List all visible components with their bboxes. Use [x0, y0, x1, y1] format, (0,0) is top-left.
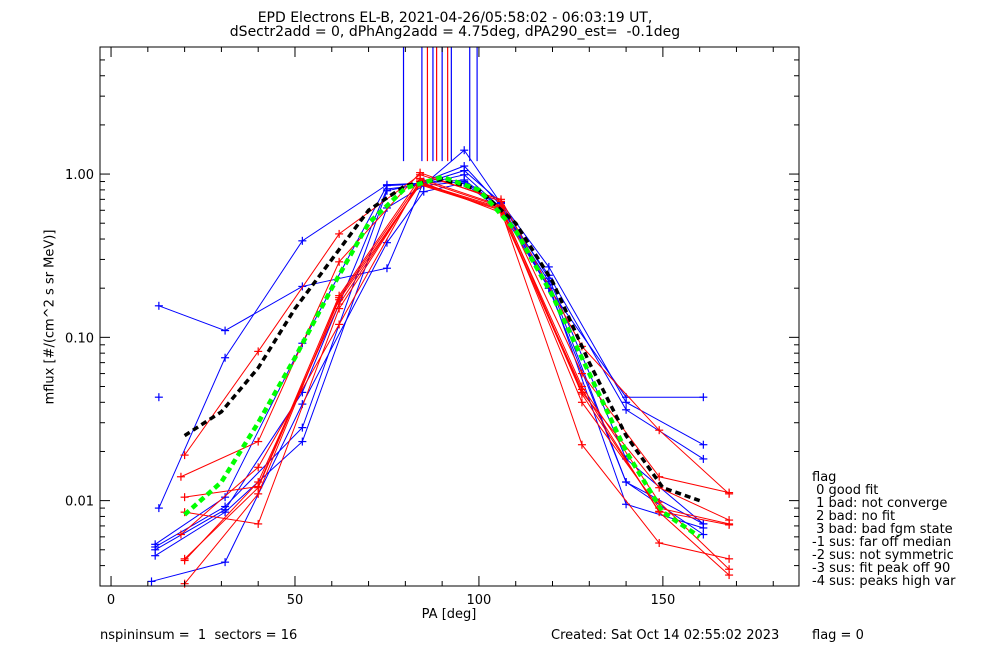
data-point-blue [154, 301, 163, 310]
data-point-red [176, 530, 185, 539]
y-axis-label: mflux [#/(cm^2 s sr MeV)] [42, 229, 58, 405]
footer-spin-info: nspininsum = 1 sectors = 16 [100, 628, 298, 643]
data-point-red [176, 472, 185, 481]
series-line-red [184, 182, 730, 525]
data-point-red [577, 389, 586, 398]
data-point-red [725, 554, 734, 563]
data-point-blue [298, 423, 307, 432]
data-point-blue [221, 558, 230, 567]
data-point-red [180, 451, 189, 460]
data-point-blue [298, 282, 307, 291]
data-point-blue [221, 326, 230, 335]
x-tick-label: 100 [467, 593, 492, 608]
data-point-red [254, 347, 263, 356]
series-line-blue [158, 170, 704, 509]
green-fit-curve [183, 174, 701, 539]
data-point-blue [622, 478, 631, 487]
data-point-blue [151, 551, 160, 560]
data-point-blue [699, 519, 708, 528]
series-line-blue [154, 174, 704, 545]
legend-item: 1 bad: not converge [812, 496, 948, 511]
data-point-blue [382, 264, 391, 273]
data-point-red [725, 520, 734, 529]
data-point-red [335, 300, 344, 309]
data-point-red [577, 398, 586, 407]
data-point-red [725, 488, 734, 497]
data-point-blue [298, 437, 307, 446]
legend-item: -1 sus: far off median [812, 535, 952, 550]
data-point-red [180, 493, 189, 502]
y-tick-label: 0.10 [65, 331, 94, 346]
data-point-red [655, 498, 664, 507]
legend-title: flag [812, 470, 837, 485]
legend-item: -2 sus: not symmetric [812, 548, 954, 563]
chart-title-line-1: EPD Electrons EL-B, 2021-04-26/05:58:02 … [257, 10, 653, 26]
series-line-red [180, 172, 730, 494]
y-tick-label: 1.00 [65, 168, 94, 183]
x-tick-label: 50 [287, 593, 304, 608]
data-point-blue [147, 577, 156, 586]
footer-flag: flag = 0 [812, 628, 864, 643]
x-axis-label: PA [deg] [421, 607, 477, 622]
series-line-blue [154, 179, 704, 548]
data-point-blue [699, 454, 708, 463]
legend-item: -4 sus: peaks high var [812, 574, 956, 589]
data-point-blue [298, 236, 307, 245]
data-point-red [335, 320, 344, 329]
data-point-red [655, 426, 664, 435]
data-point-blue [221, 502, 230, 511]
series-line-blue [158, 165, 704, 398]
data-point-blue [382, 186, 391, 195]
data-point-red [335, 229, 344, 238]
data-point-red [577, 369, 586, 378]
y-tick-label: 0.01 [65, 495, 94, 510]
data-point-blue [154, 504, 163, 513]
data-point-blue [154, 393, 163, 402]
data-point-blue [622, 405, 631, 414]
data-point-blue [622, 398, 631, 407]
series-line-blue [151, 182, 704, 582]
chart-title-line-2: dSectr2add = 0, dPhAng2add = 4.75deg, dP… [229, 24, 681, 40]
x-tick-label: 0 [107, 593, 115, 608]
data-point-red [254, 463, 263, 472]
flag-legend: flag 0 good fit 1 bad: not converge 2 ba… [812, 471, 956, 588]
series-line-red [184, 177, 730, 521]
data-point-blue [544, 262, 553, 271]
data-point-blue [460, 175, 469, 184]
legend-item: 2 bad: no fit [812, 509, 896, 524]
x-tick-label: 150 [650, 593, 675, 608]
data-point-blue [221, 493, 230, 502]
data-point-red [335, 257, 344, 266]
series-line-red [184, 183, 730, 561]
data-point-red [254, 437, 263, 446]
data-point-blue [460, 146, 469, 155]
footer-created-date: Created: Sat Oct 14 02:55:02 2023 [551, 628, 780, 643]
data-point-red [254, 519, 263, 528]
data-point-blue [699, 440, 708, 449]
data-point-blue [151, 542, 160, 551]
black-fit-curve [183, 177, 701, 503]
plot-frame [99, 46, 800, 587]
data-point-red [254, 478, 263, 487]
data-point-red [725, 571, 734, 580]
legend-item: -3 sus: fit peak off 90 [812, 561, 951, 576]
data-point-red [577, 440, 586, 449]
data-point-red [655, 539, 664, 548]
data-point-blue [699, 393, 708, 402]
data-point-blue [221, 353, 230, 362]
data-point-red [180, 556, 189, 565]
legend-item: 0 good fit [812, 483, 879, 498]
series-line-blue [154, 181, 704, 557]
legend-item: 3 bad: bad fgm state [812, 522, 953, 537]
data-point-red [254, 489, 263, 498]
series-line-red [184, 180, 730, 584]
series-line-red [184, 174, 730, 495]
